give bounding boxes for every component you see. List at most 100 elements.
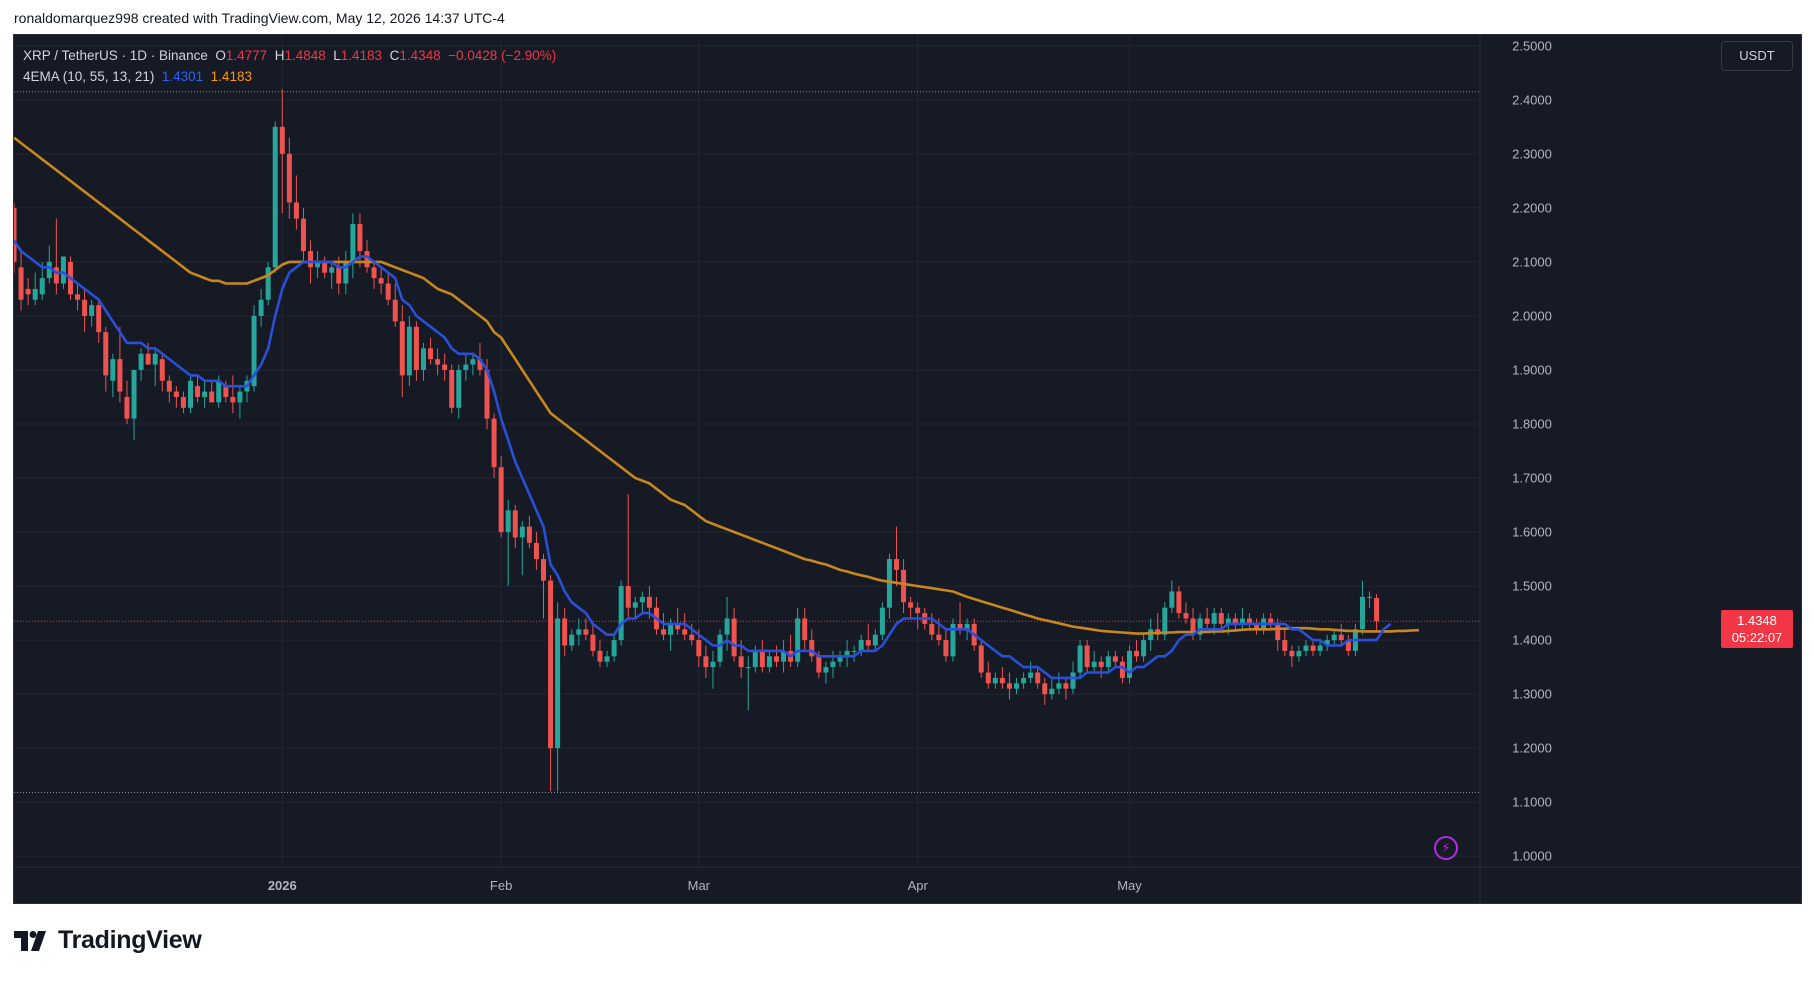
candle-body [992, 677, 998, 684]
candle-body [364, 251, 370, 268]
candle-body [865, 640, 871, 646]
candle [470, 353, 476, 376]
candle [837, 650, 843, 668]
candle-body [173, 391, 179, 397]
last-price-tag: 1.4348 05:22:07 [1721, 610, 1793, 649]
candle [1006, 672, 1012, 700]
candle-body [1035, 672, 1041, 684]
candle [1359, 580, 1365, 635]
candle [724, 596, 730, 651]
candle [343, 251, 349, 295]
candle-body [604, 656, 610, 662]
chart-pane[interactable]: 1.0000 1.1000 1.2000 1.3000 1.4000 1.5000 1.60… [13, 34, 1802, 904]
price-tick-label: 2.2000 [1512, 200, 1552, 215]
candle-body [802, 618, 808, 641]
candle-body [717, 634, 723, 662]
bar-countdown: 05:22:07 [1731, 630, 1783, 646]
candle-body [590, 634, 596, 651]
candle-body [75, 294, 81, 300]
candle-body [188, 380, 193, 408]
candle-body [180, 396, 186, 408]
candle-body [1232, 618, 1238, 624]
tradingview-logo[interactable]: TradingView [14, 926, 202, 955]
last-price-value: 1.4348 [1737, 613, 1777, 629]
candle [195, 375, 201, 403]
candle-body [872, 634, 878, 646]
candle-body [668, 623, 674, 635]
candle-body [632, 602, 638, 608]
price-chart[interactable]: 1.0000 1.1000 1.2000 1.3000 1.4000 1.5000 1.60… [14, 35, 1801, 903]
candle-body [14, 207, 17, 262]
candle-body [272, 126, 278, 268]
price-tick-label: 2.1000 [1512, 254, 1552, 269]
price-tick-label: 2.3000 [1512, 146, 1552, 161]
candle-body [1239, 618, 1245, 624]
candle-body [548, 580, 554, 749]
candle [244, 375, 250, 403]
candle [745, 656, 751, 711]
candle [1345, 634, 1351, 657]
candle-body [258, 299, 264, 316]
tradingview-logo-icon [14, 930, 46, 951]
candle-body [336, 267, 342, 284]
indicator-label[interactable]: 4EMA (10, 55, 13, 21) [23, 69, 155, 84]
candle-body [611, 640, 617, 657]
candle [1162, 602, 1168, 641]
candle [1310, 640, 1316, 657]
candle [915, 602, 921, 630]
candle [1105, 650, 1111, 673]
candle [209, 380, 215, 403]
candle-body [908, 602, 914, 608]
candle [978, 640, 984, 678]
symbol-label[interactable]: XRP / TetherUS · 1D · Binance [23, 48, 208, 63]
candle-body [1169, 591, 1175, 608]
low-label: L [333, 48, 341, 63]
candle-body [844, 650, 850, 657]
lightning-icon[interactable]: ⚡ [1434, 836, 1458, 861]
candle-body [915, 607, 921, 614]
candle [435, 348, 441, 376]
candle [625, 494, 631, 619]
candle [1112, 650, 1118, 668]
candle [159, 353, 165, 392]
candle-body [1176, 591, 1182, 614]
candle-body [413, 326, 419, 370]
candle-body [1289, 650, 1295, 657]
candle [138, 348, 144, 381]
candle-body [491, 418, 497, 468]
candle [639, 591, 645, 614]
candle [75, 283, 81, 311]
candle-body [795, 618, 801, 662]
candle-body [385, 283, 391, 300]
candle-body [816, 656, 822, 673]
candle [371, 261, 377, 289]
high-label: H [274, 48, 285, 63]
candle [1141, 634, 1147, 662]
price-tick-label: 1.1000 [1512, 795, 1552, 810]
price-tick-label: 2.5000 [1512, 38, 1552, 53]
candle [1056, 672, 1062, 695]
candle-body [300, 218, 306, 252]
candle-body [689, 634, 695, 641]
indicator-row: 4EMA (10, 55, 13, 21) 1.4301 1.4183 [23, 66, 556, 87]
candle [569, 629, 575, 651]
candle [661, 613, 667, 641]
price-tick-label: 1.3000 [1512, 687, 1552, 702]
currency-button[interactable]: USDT [1721, 41, 1793, 71]
candle [1183, 602, 1189, 624]
price-tick-label: 1.0000 [1512, 849, 1552, 864]
candle-body [1218, 613, 1224, 624]
candle-body [1049, 688, 1055, 695]
candle-body [89, 305, 95, 316]
candle [145, 342, 151, 365]
candle [781, 640, 787, 673]
candle-body [1056, 683, 1062, 689]
candle-body [1077, 645, 1083, 673]
candle [265, 261, 271, 306]
candle [1077, 640, 1083, 678]
candle-body [202, 391, 208, 397]
candle-body [661, 629, 667, 635]
candle [293, 175, 299, 230]
price-axis-bg [1480, 35, 1801, 903]
candle [1049, 677, 1055, 700]
